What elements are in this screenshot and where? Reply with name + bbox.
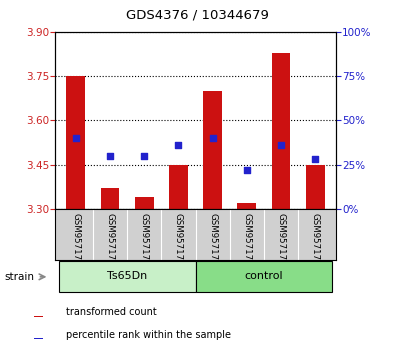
Text: control: control xyxy=(245,272,283,281)
Text: percentile rank within the sample: percentile rank within the sample xyxy=(66,330,231,339)
Text: GSM957174: GSM957174 xyxy=(140,213,149,266)
Point xyxy=(244,167,250,173)
Text: GSM957176: GSM957176 xyxy=(208,213,217,266)
Bar xyxy=(34,338,43,339)
Point xyxy=(107,153,113,159)
Bar xyxy=(272,52,290,209)
FancyBboxPatch shape xyxy=(59,261,196,292)
Text: GDS4376 / 10344679: GDS4376 / 10344679 xyxy=(126,9,269,22)
Bar xyxy=(66,76,85,209)
Text: GSM957172: GSM957172 xyxy=(71,213,80,266)
Bar xyxy=(34,316,43,317)
Bar xyxy=(237,203,256,209)
Point xyxy=(278,142,284,148)
Point xyxy=(141,153,147,159)
Text: transformed count: transformed count xyxy=(66,307,157,317)
Point xyxy=(73,135,79,141)
Text: GSM957178: GSM957178 xyxy=(276,213,286,266)
Point xyxy=(175,142,182,148)
FancyBboxPatch shape xyxy=(196,261,332,292)
Text: GSM957173: GSM957173 xyxy=(105,213,115,266)
Bar xyxy=(306,165,325,209)
Text: GSM957177: GSM957177 xyxy=(242,213,251,266)
Text: GSM957175: GSM957175 xyxy=(174,213,183,266)
Text: strain: strain xyxy=(4,272,34,282)
Bar xyxy=(203,91,222,209)
Text: Ts65Dn: Ts65Dn xyxy=(107,272,147,281)
Point xyxy=(312,156,318,162)
Bar xyxy=(101,188,119,209)
Bar xyxy=(135,197,154,209)
Bar xyxy=(169,165,188,209)
Point xyxy=(209,135,216,141)
Text: GSM957179: GSM957179 xyxy=(311,213,320,266)
